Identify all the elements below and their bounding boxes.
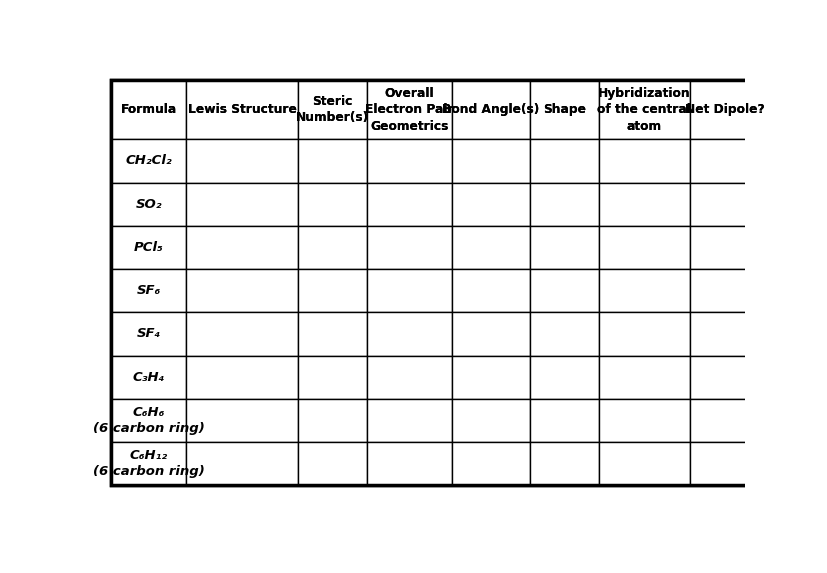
Bar bbox=[529, 226, 598, 269]
Bar bbox=[186, 399, 298, 442]
Text: Lewis Structure: Lewis Structure bbox=[188, 103, 296, 116]
Bar bbox=[598, 183, 689, 226]
Bar bbox=[451, 269, 529, 312]
Bar bbox=[298, 183, 366, 226]
Bar bbox=[529, 139, 598, 183]
Text: Formula: Formula bbox=[120, 103, 176, 116]
Bar bbox=[598, 442, 689, 485]
Bar bbox=[529, 312, 598, 355]
Text: Bond Angle(s): Bond Angle(s) bbox=[442, 103, 538, 116]
Text: Overall
Electron Pair
Geometrics: Overall Electron Pair Geometrics bbox=[365, 87, 453, 132]
Text: SO₂: SO₂ bbox=[135, 198, 161, 211]
Bar bbox=[111, 399, 186, 442]
Text: Bond Angle(s): Bond Angle(s) bbox=[442, 103, 538, 116]
Bar bbox=[451, 226, 529, 269]
Text: Net Dipole?: Net Dipole? bbox=[684, 103, 763, 116]
Bar bbox=[689, 442, 758, 485]
Bar bbox=[111, 183, 186, 226]
Text: SF₆: SF₆ bbox=[136, 284, 160, 297]
Bar bbox=[298, 226, 366, 269]
Bar bbox=[689, 226, 758, 269]
Bar bbox=[366, 139, 451, 183]
Bar bbox=[451, 183, 529, 226]
Text: CH₂Cl₂: CH₂Cl₂ bbox=[125, 155, 172, 167]
Bar bbox=[598, 139, 689, 183]
Bar bbox=[689, 355, 758, 399]
Bar bbox=[111, 355, 186, 399]
Bar bbox=[298, 442, 366, 485]
Text: C₆H₁₂
(6 carbon ring): C₆H₁₂ (6 carbon ring) bbox=[93, 449, 204, 478]
Bar bbox=[298, 312, 366, 355]
Bar bbox=[451, 312, 529, 355]
Bar bbox=[298, 399, 366, 442]
Bar bbox=[598, 269, 689, 312]
Text: Overall
Electron Pair
Geometrics: Overall Electron Pair Geometrics bbox=[365, 87, 453, 132]
Bar bbox=[689, 183, 758, 226]
Text: Shape: Shape bbox=[542, 103, 585, 116]
Bar bbox=[186, 269, 298, 312]
Bar bbox=[598, 312, 689, 355]
Bar bbox=[529, 269, 598, 312]
Bar bbox=[111, 442, 186, 485]
Bar bbox=[186, 355, 298, 399]
Bar bbox=[298, 80, 366, 139]
Bar bbox=[298, 355, 366, 399]
Bar bbox=[366, 226, 451, 269]
Bar bbox=[689, 80, 758, 139]
Text: Formula: Formula bbox=[120, 103, 176, 116]
Bar bbox=[366, 183, 451, 226]
Text: Steric
Number(s): Steric Number(s) bbox=[296, 95, 369, 124]
Bar bbox=[689, 139, 758, 183]
Bar bbox=[298, 269, 366, 312]
Bar bbox=[111, 80, 186, 139]
Bar bbox=[186, 312, 298, 355]
Bar bbox=[689, 399, 758, 442]
Text: PCl₅: PCl₅ bbox=[133, 241, 163, 254]
Bar bbox=[529, 355, 598, 399]
Bar bbox=[529, 183, 598, 226]
Text: Net Dipole?: Net Dipole? bbox=[684, 103, 763, 116]
Bar bbox=[186, 183, 298, 226]
Bar bbox=[186, 139, 298, 183]
Bar bbox=[451, 80, 529, 139]
Text: Shape: Shape bbox=[542, 103, 585, 116]
Bar bbox=[111, 139, 186, 183]
Bar bbox=[598, 355, 689, 399]
Text: Lewis Structure: Lewis Structure bbox=[188, 103, 296, 116]
Bar bbox=[186, 226, 298, 269]
Text: C₆H₆
(6 carbon ring): C₆H₆ (6 carbon ring) bbox=[93, 406, 204, 435]
Text: SF₄: SF₄ bbox=[136, 327, 160, 340]
Bar bbox=[689, 269, 758, 312]
Bar bbox=[451, 442, 529, 485]
Text: C₃H₄: C₃H₄ bbox=[132, 371, 165, 384]
Bar bbox=[451, 139, 529, 183]
Bar bbox=[366, 355, 451, 399]
Bar bbox=[598, 226, 689, 269]
Bar bbox=[366, 399, 451, 442]
Text: Hybridization
of the central
atom: Hybridization of the central atom bbox=[596, 87, 691, 132]
Bar bbox=[529, 80, 598, 139]
Bar bbox=[186, 80, 298, 139]
Bar bbox=[451, 399, 529, 442]
Text: Hybridization
of the central
atom: Hybridization of the central atom bbox=[596, 87, 691, 132]
Bar bbox=[451, 355, 529, 399]
Bar bbox=[598, 399, 689, 442]
Bar bbox=[529, 399, 598, 442]
Bar bbox=[366, 80, 451, 139]
Bar bbox=[111, 226, 186, 269]
Bar bbox=[598, 80, 689, 139]
Bar bbox=[298, 139, 366, 183]
Text: Steric
Number(s): Steric Number(s) bbox=[296, 95, 369, 124]
Bar bbox=[366, 269, 451, 312]
Bar bbox=[111, 269, 186, 312]
Bar bbox=[529, 442, 598, 485]
Bar bbox=[186, 442, 298, 485]
Bar bbox=[689, 312, 758, 355]
Bar bbox=[366, 312, 451, 355]
Bar bbox=[366, 442, 451, 485]
Bar bbox=[111, 312, 186, 355]
